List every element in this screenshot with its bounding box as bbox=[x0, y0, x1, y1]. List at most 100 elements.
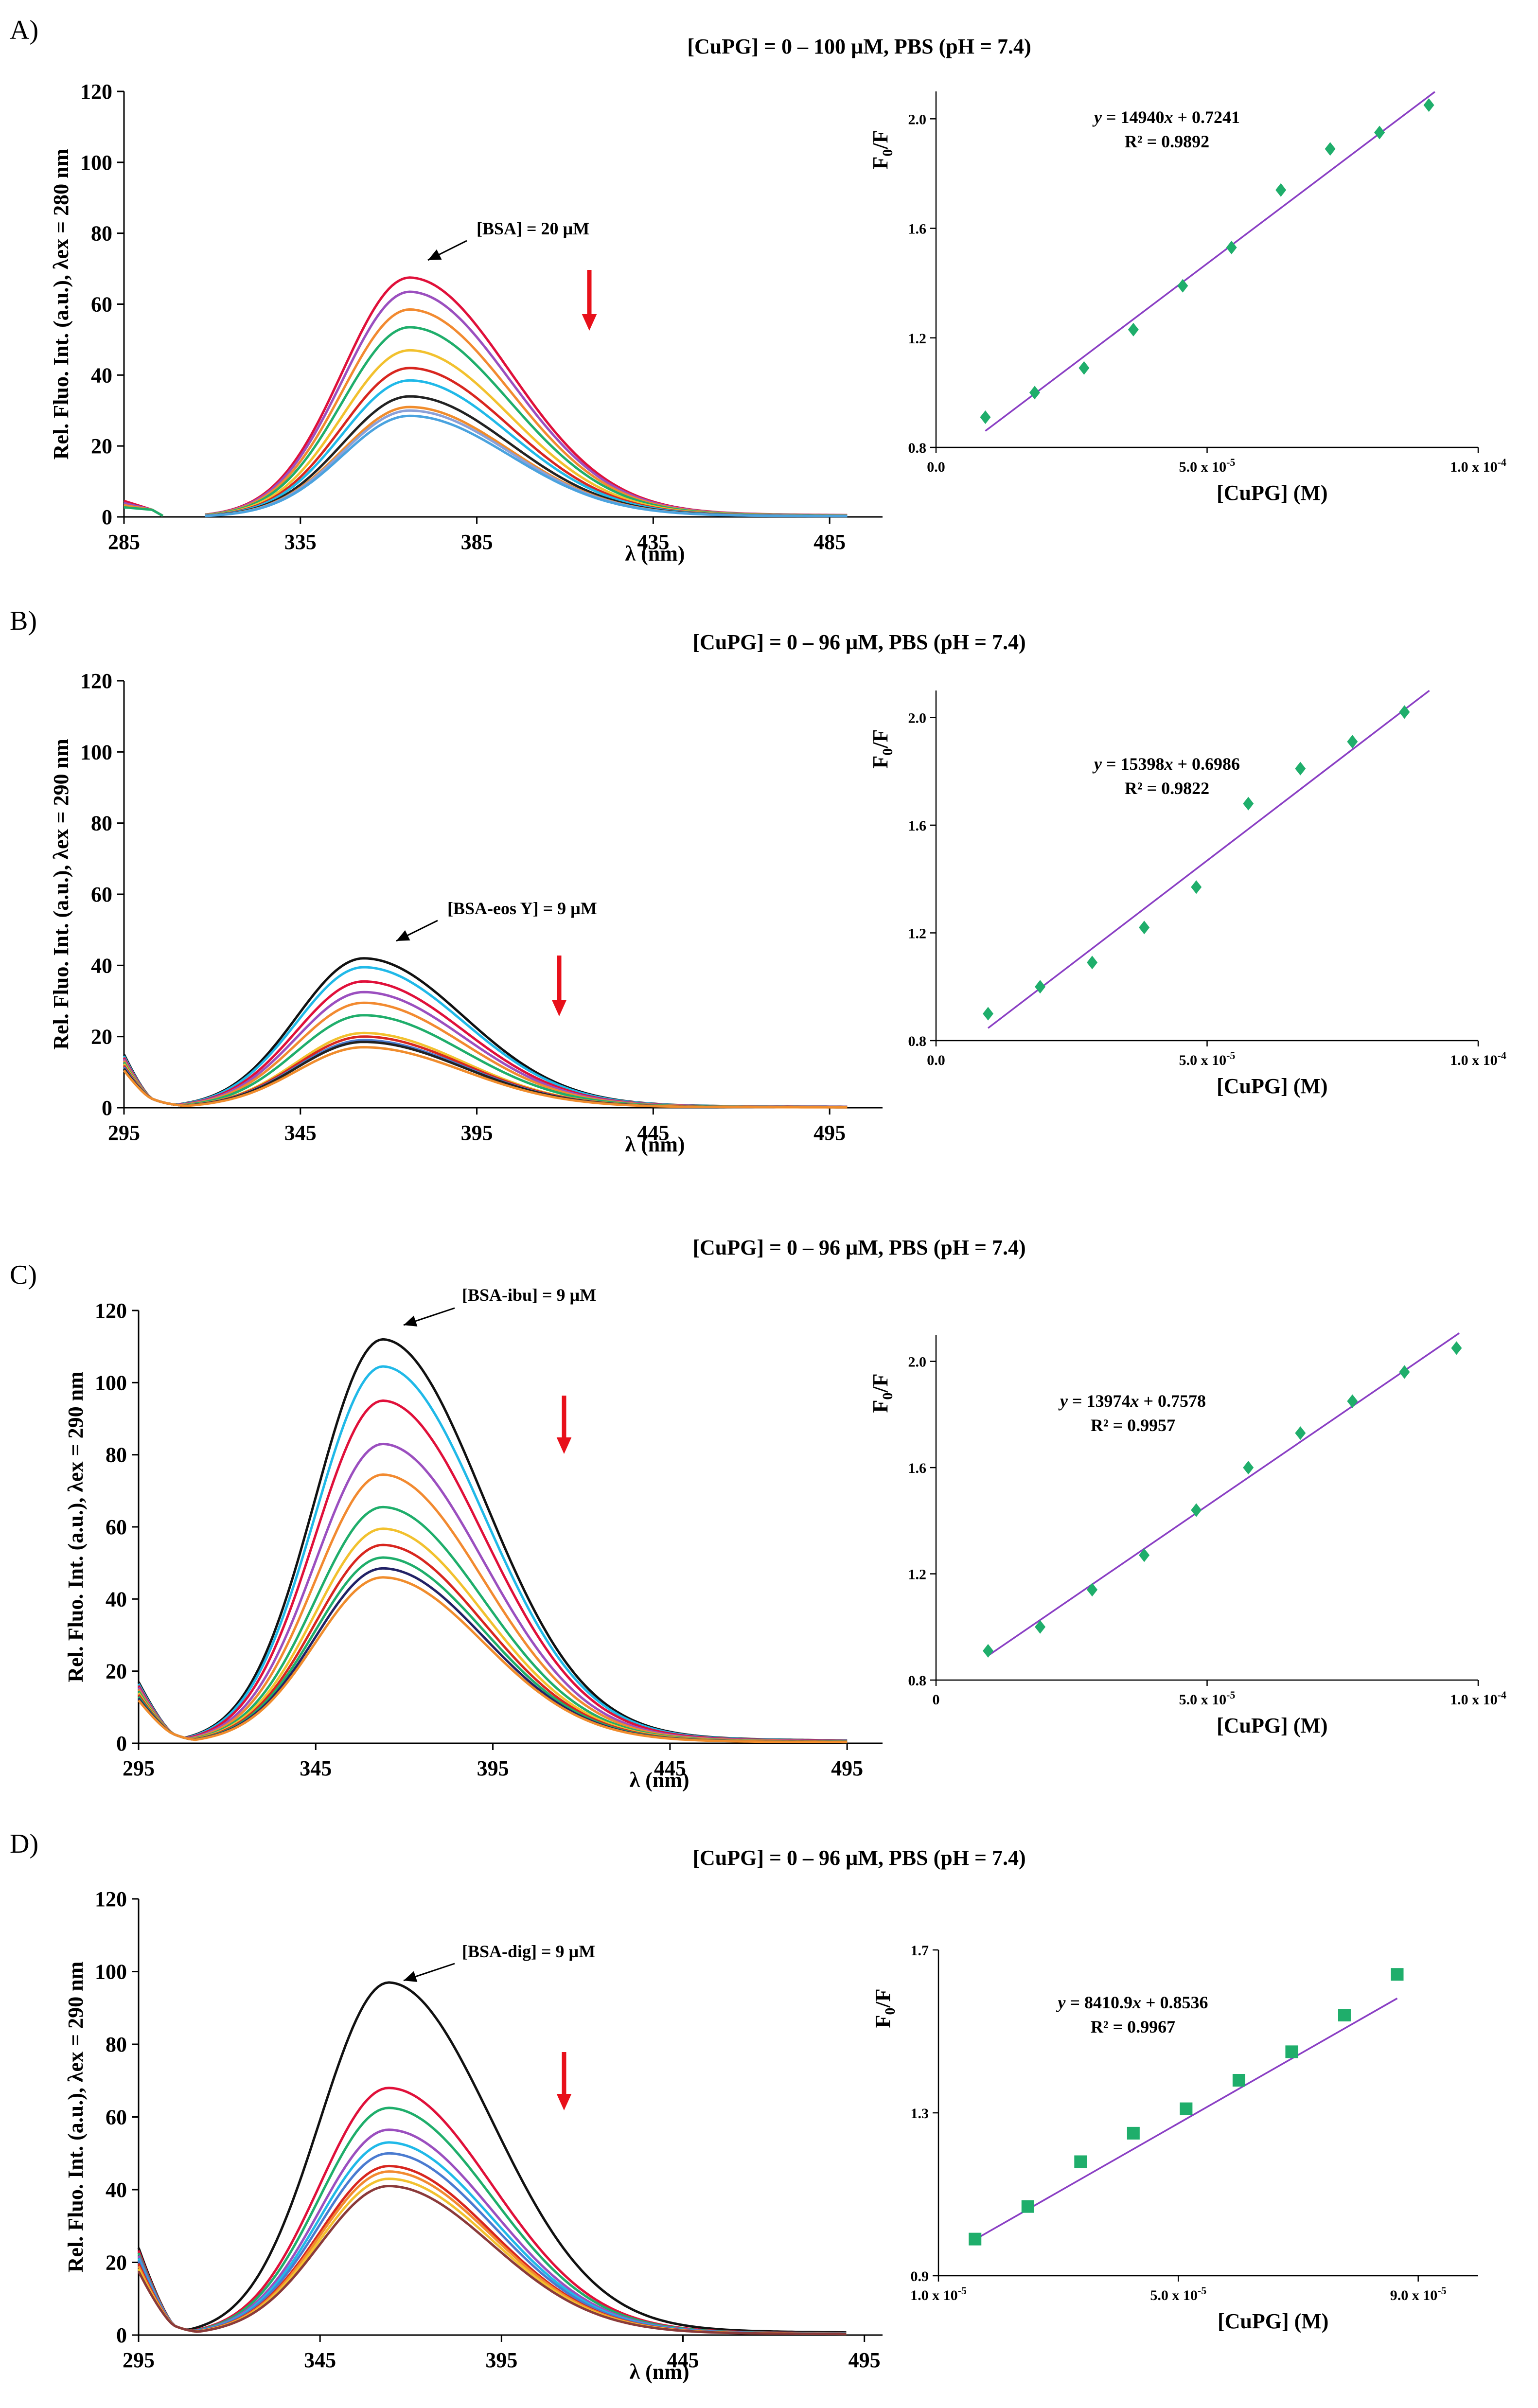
y-tick-label: 60 bbox=[106, 2106, 127, 2129]
x-tick-label: 495 bbox=[849, 2348, 881, 2372]
x-tick-label: 395 bbox=[485, 2348, 517, 2372]
annotation-arrow-icon bbox=[396, 930, 410, 941]
quench-arrow-icon bbox=[556, 2094, 572, 2110]
sv-data-point bbox=[1391, 1968, 1404, 1981]
stern-volmer-chart-1: 0.8 1.2 1.6 2.0 0.0 5.0 x 10-5 1.0 x 10-4 [CuPG… bbox=[868, 690, 1506, 1098]
sv-y-tick-label: 0.8 bbox=[908, 1033, 927, 1049]
y-tick-label: 0 bbox=[116, 2323, 127, 2347]
sv-data-point bbox=[1451, 1341, 1462, 1355]
y-tick-label: 120 bbox=[80, 80, 112, 104]
x-axis-label: λ (nm) bbox=[625, 1133, 685, 1156]
y-tick-label: 100 bbox=[95, 1371, 127, 1395]
sv-x-tick-label: 0.0 bbox=[927, 459, 945, 475]
sv-y-tick-label: 1.3 bbox=[911, 2106, 929, 2122]
y-tick-label: 80 bbox=[106, 2033, 127, 2056]
y-tick-label: 120 bbox=[95, 1887, 127, 1911]
stern-volmer-chart-0: 0.8 1.2 1.6 2.0 0.0 5.0 x 10-5 1.0 x 10-4 [CuPG… bbox=[868, 91, 1506, 505]
sv-data-point bbox=[1295, 1426, 1306, 1440]
panel-label: C) bbox=[10, 1260, 37, 1290]
spectrum-series-5 bbox=[123, 1014, 848, 1109]
sv-r-squared: R² = 0.9967 bbox=[1091, 2017, 1175, 2036]
y-tick-label: 20 bbox=[106, 1660, 127, 1683]
sv-data-point bbox=[1035, 980, 1046, 994]
sv-x-tick-label: 1.0 x 10-5 bbox=[910, 2284, 967, 2303]
spectrum-series-10 bbox=[205, 414, 848, 517]
x-tick-label: 295 bbox=[123, 2348, 155, 2372]
sv-x-tick-label: 1.0 x 10-4 bbox=[1450, 456, 1506, 475]
sv-data-point bbox=[1128, 322, 1139, 336]
spectrum-annotation: [BSA-eos Y] = 9 µM bbox=[447, 899, 597, 918]
sv-x-axis-label: [CuPG] (M) bbox=[1217, 1074, 1328, 1098]
stern-volmer-chart-3: 0.9 1.3 1.7 1.0 x 10-5 5.0 x 10-5 9.0 x 10-5 [… bbox=[871, 1943, 1478, 2333]
sv-x-axis-label: [CuPG] (M) bbox=[1217, 481, 1328, 505]
spectrum-chart-1: 0 20 40 60 80 100 120 295 345 395 445 495 λ (nm) Rel.… bbox=[49, 669, 883, 1156]
sv-equation: y = 15398x + 0.6986 bbox=[1092, 754, 1240, 774]
sv-data-point bbox=[1399, 705, 1410, 719]
sv-y-tick-label: 1.6 bbox=[908, 1460, 927, 1476]
sv-data-point bbox=[1374, 125, 1385, 140]
y-tick-label: 100 bbox=[80, 151, 112, 175]
x-tick-label: 335 bbox=[284, 530, 317, 554]
x-axis-label: λ (nm) bbox=[625, 542, 685, 566]
sv-data-point bbox=[1338, 2009, 1351, 2021]
sv-y-tick-label: 2.0 bbox=[908, 111, 927, 127]
spectrum-series-2 bbox=[137, 1399, 848, 1742]
x-tick-label: 395 bbox=[461, 1121, 493, 1145]
sv-y-tick-label: 0.8 bbox=[908, 440, 927, 456]
panel-label: D) bbox=[10, 1829, 38, 1859]
sv-x-tick-label: 1.0 x 10-4 bbox=[1450, 1049, 1506, 1068]
sv-x-axis-label: [CuPG] (M) bbox=[1217, 1714, 1328, 1737]
sv-y-tick-label: 0.9 bbox=[911, 2268, 929, 2284]
sv-y-tick-label: 2.0 bbox=[908, 1354, 927, 1370]
sv-data-point bbox=[1232, 2074, 1245, 2087]
sv-data-point bbox=[1399, 1365, 1410, 1379]
sv-data-point bbox=[1347, 1394, 1358, 1408]
sv-fit-line bbox=[988, 1332, 1460, 1657]
x-tick-label: 295 bbox=[108, 1121, 140, 1145]
sv-data-point bbox=[1074, 2155, 1087, 2168]
sv-y-axis-label: F0/F bbox=[868, 1374, 896, 1413]
y-tick-label: 40 bbox=[106, 1587, 127, 1611]
sv-y-axis-label: F0/F bbox=[868, 130, 896, 170]
y-tick-label: 100 bbox=[95, 1960, 127, 1984]
sv-data-point bbox=[1087, 1583, 1098, 1597]
spectrum-chart-3: 0 20 40 60 80 100 120 295 345 395 445 495 λ (nm) Rel.… bbox=[64, 1887, 883, 2384]
spectrum-series-10 bbox=[138, 1576, 848, 1744]
sv-y-tick-label: 1.2 bbox=[908, 331, 927, 347]
sv-data-point bbox=[1180, 2102, 1193, 2115]
y-tick-label: 60 bbox=[91, 293, 112, 317]
sv-data-point bbox=[1035, 1620, 1046, 1634]
sv-x-tick-label: 5.0 x 10-5 bbox=[1179, 1689, 1236, 1708]
sv-x-tick-label: 5.0 x 10-5 bbox=[1179, 456, 1236, 475]
sv-y-tick-label: 1.2 bbox=[908, 1567, 927, 1583]
sv-data-point bbox=[1127, 2126, 1140, 2140]
spectrum-series-10 bbox=[123, 1046, 848, 1109]
sv-x-tick-label: 1.0 x 10-4 bbox=[1450, 1689, 1506, 1708]
quench-arrow-icon bbox=[582, 314, 597, 331]
x-tick-label: 295 bbox=[123, 1756, 155, 1780]
panel-title: [CuPG] = 0 – 100 µM, PBS (pH = 7.4) bbox=[687, 35, 1031, 58]
y-tick-label: 40 bbox=[91, 954, 112, 977]
sv-data-point bbox=[1139, 1548, 1150, 1562]
y-tick-label: 0 bbox=[102, 1096, 112, 1120]
x-tick-label: 445 bbox=[637, 1121, 669, 1145]
spectrum-series-0 bbox=[123, 957, 848, 1108]
spectrum-annotation: [BSA-ibu] = 9 µM bbox=[462, 1285, 596, 1305]
y-tick-label: 80 bbox=[106, 1443, 127, 1467]
spectrum-series-2 bbox=[137, 2107, 847, 2335]
x-tick-label: 345 bbox=[304, 2348, 336, 2372]
x-tick-label: 395 bbox=[477, 1756, 509, 1780]
x-tick-label: 485 bbox=[813, 530, 846, 554]
annotation-arrow-icon bbox=[404, 1971, 418, 1982]
sv-data-point bbox=[1226, 240, 1237, 254]
sv-data-point bbox=[1177, 279, 1188, 293]
sv-fit-line bbox=[985, 91, 1435, 432]
sv-data-point bbox=[1029, 386, 1040, 400]
spectrum-series-4 bbox=[137, 2141, 847, 2335]
spectrum-series-3 bbox=[123, 991, 848, 1108]
spectrum-chart-0: 0 20 40 60 80 100 120 285 335 385 435 485 λ (nm) Rel.… bbox=[49, 80, 883, 566]
panel-title: [CuPG] = 0 – 96 µM, PBS (pH = 7.4) bbox=[692, 1236, 1025, 1259]
y-axis-label: Rel. Fluo. Int. (a.u.), λex = 290 nm bbox=[64, 1962, 88, 2272]
spectrum-annotation: [BSA-dig] = 9 µM bbox=[462, 1942, 595, 1961]
x-tick-label: 285 bbox=[108, 530, 140, 554]
